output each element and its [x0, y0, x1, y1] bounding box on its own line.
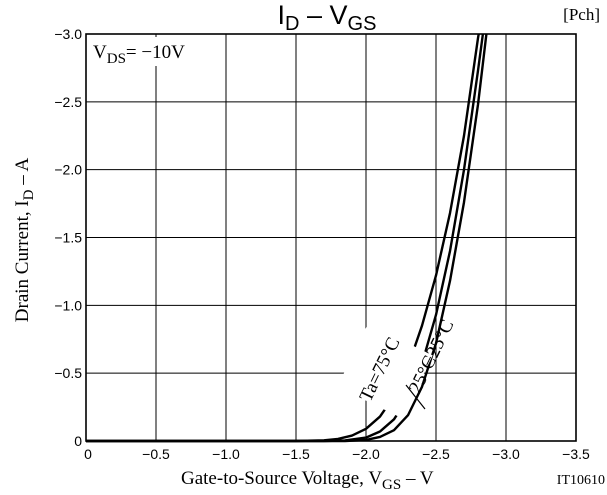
x-tick-label: 0 [84, 446, 92, 462]
y-tick-labels: 0 −0.5 −1.0 −1.5 −2.0 −2.5 −3.0 [54, 26, 82, 449]
variant-tag: [Pch] [563, 5, 600, 24]
condition-label: VDS= −10V [93, 42, 185, 67]
x-axis-label: Gate-to-Source Voltage, VGS – V [181, 468, 434, 493]
x-tick-label: −1.5 [282, 446, 310, 462]
x-tick-label: −1.0 [212, 446, 240, 462]
series-labels: Ta=75°C 25°C −25°C [337, 317, 458, 419]
y-axis-label: Drain Current, ID – A [12, 158, 37, 323]
series-label-leader [405, 384, 426, 410]
y-tick-label: −0.5 [54, 365, 82, 381]
x-tick-label: −3.5 [562, 446, 590, 462]
series-line-minus25c [86, 33, 488, 443]
x-tick-label: −3.0 [492, 446, 520, 462]
plot-frame [85, 33, 577, 442]
y-tick-label: −2.0 [54, 162, 82, 178]
figure-id: IT10610 [557, 473, 605, 488]
y-tick-label: −3.0 [54, 26, 82, 42]
x-tick-label: −2.0 [352, 446, 380, 462]
series-label-minus25c: −25°C [418, 317, 459, 371]
x-tick-labels: 0 −0.5 −1.0 −1.5 −2.0 −2.5 −3.0 −3.5 [84, 446, 590, 462]
condition-box: VDS= −10V [89, 37, 204, 67]
y-tick-label: −1.0 [54, 297, 82, 313]
y-tick-label: 0 [74, 433, 82, 449]
x-tick-label: −2.5 [422, 446, 450, 462]
grid [85, 33, 577, 442]
x-tick-label: −0.5 [142, 446, 170, 462]
y-tick-label: −1.5 [54, 230, 82, 246]
chart-title: ID – VGS [278, 0, 377, 35]
y-tick-label: −2.5 [54, 94, 82, 110]
